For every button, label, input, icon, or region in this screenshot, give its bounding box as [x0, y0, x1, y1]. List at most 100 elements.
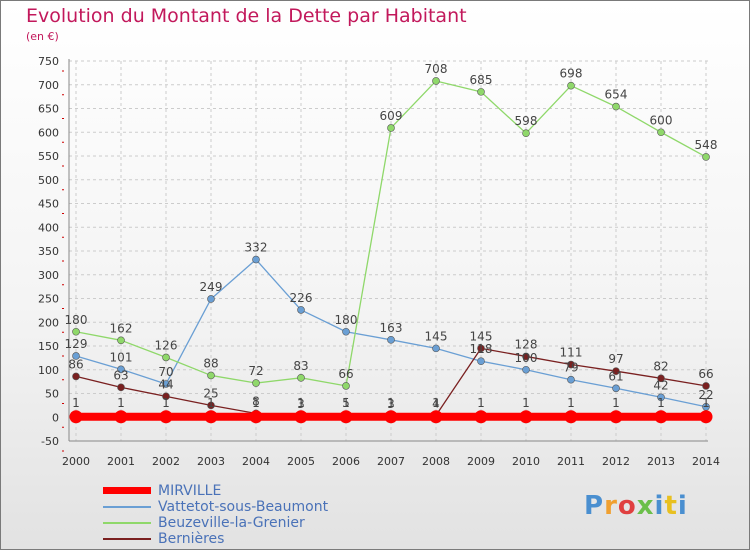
data-point — [522, 365, 530, 374]
logo-letter: o — [617, 491, 637, 521]
data-point — [297, 306, 305, 314]
data-label: 1 — [117, 396, 125, 410]
legend-item-vattetot[interactable]: Vattetot-sous-Beaumont — [103, 499, 328, 515]
data-label: 66 — [338, 367, 353, 381]
logo-letter: r — [604, 491, 618, 521]
legend-swatch — [103, 487, 151, 494]
legend-swatch — [103, 538, 151, 540]
y-tick-label: 600 — [38, 126, 59, 139]
data-point — [612, 102, 620, 111]
x-tick-label: 2001 — [107, 455, 135, 468]
data-label: 1 — [72, 396, 80, 410]
data-label: 249 — [200, 280, 223, 294]
series-group — [69, 77, 713, 424]
data-point — [387, 336, 395, 344]
data-label: 3 — [387, 397, 395, 411]
data-point — [477, 357, 485, 366]
data-label: 86 — [68, 357, 83, 371]
legend-label: Beuzeville-la-Grenier — [158, 515, 305, 531]
data-label: 1 — [252, 396, 260, 410]
data-label: 63 — [113, 368, 128, 382]
data-point — [699, 410, 713, 424]
grid-lines — [68, 59, 708, 442]
data-point — [162, 392, 170, 401]
data-point — [117, 383, 125, 392]
data-label: 70 — [158, 365, 173, 379]
data-label: 1 — [342, 396, 350, 410]
x-tick-label: 2012 — [602, 455, 630, 468]
data-label: 598 — [515, 114, 538, 128]
legend-item-bernieres[interactable]: Bernières — [103, 531, 328, 547]
y-tick-label: 50 — [45, 388, 59, 401]
data-label: 1 — [432, 396, 440, 410]
data-point — [519, 410, 533, 424]
data-label: 654 — [605, 88, 628, 102]
data-label: 685 — [470, 73, 493, 87]
data-label: 145 — [425, 329, 448, 343]
y-tick-label: -50 — [41, 435, 59, 448]
data-point — [384, 410, 398, 424]
data-point — [657, 128, 665, 137]
data-point — [162, 380, 170, 388]
data-point — [249, 410, 263, 424]
y-axis-ticks: -50 0 50 100 150 200 250 300 350 400 450 500 550 600 6… — [38, 55, 64, 452]
data-point — [429, 410, 443, 424]
legend-item-beuzeville[interactable]: Beuzeville-la-Grenier — [103, 515, 328, 531]
logo-letter: i — [654, 491, 665, 521]
logo-letter: i — [677, 491, 688, 521]
data-point — [567, 375, 575, 384]
y-tick-label: 100 — [38, 364, 59, 377]
y-tick-label: 0 — [52, 411, 59, 424]
data-label: 548 — [695, 138, 718, 152]
data-label: 180 — [65, 313, 88, 327]
y-tick-label: 150 — [38, 340, 59, 353]
data-point — [702, 382, 710, 390]
y-tick-label: 700 — [38, 79, 59, 92]
x-tick-label: 2004 — [242, 455, 270, 468]
data-label: 1 — [657, 396, 665, 410]
data-label: 44 — [158, 377, 173, 391]
data-point — [657, 393, 665, 402]
legend-label: Vattetot-sous-Beaumont — [158, 499, 329, 515]
data-label: 1 — [522, 396, 530, 410]
data-label: 129 — [65, 337, 88, 351]
data-point — [207, 295, 215, 303]
data-label: 163 — [380, 321, 403, 335]
x-tick-label: 2007 — [377, 455, 405, 468]
data-label: 3 — [297, 397, 305, 411]
data-label: 101 — [110, 350, 133, 364]
y-tick-label: 200 — [38, 316, 59, 329]
data-point — [72, 372, 80, 381]
y-tick-label: 450 — [38, 198, 59, 211]
data-point — [207, 371, 215, 380]
chart-subtitle: (en €) — [26, 30, 59, 43]
data-point — [117, 365, 125, 374]
x-tick-label: 2010 — [512, 455, 540, 468]
data-point — [474, 410, 488, 424]
data-point — [159, 410, 173, 424]
data-point — [477, 88, 485, 96]
data-point — [162, 353, 170, 362]
data-label: 126 — [155, 338, 178, 352]
data-label: 162 — [110, 321, 133, 335]
logo-letter: t — [664, 491, 678, 521]
data-label: 708 — [425, 62, 448, 76]
data-label: 1 — [387, 396, 395, 410]
data-point — [657, 374, 665, 383]
x-tick-label: 2008 — [422, 455, 450, 468]
proxiti-logo: Proxiti — [584, 491, 688, 521]
y-tick-label: 300 — [38, 269, 59, 282]
x-tick-label: 2000 — [62, 455, 90, 468]
data-point — [522, 129, 530, 137]
legend-item-mirville[interactable]: MIRVILLE — [103, 483, 328, 499]
data-point — [252, 255, 260, 264]
data-point — [567, 360, 575, 369]
data-point — [114, 410, 128, 424]
data-point — [72, 327, 80, 336]
data-label: 180 — [335, 313, 358, 327]
data-point — [432, 77, 440, 85]
data-point — [207, 401, 215, 410]
data-point — [69, 410, 83, 424]
